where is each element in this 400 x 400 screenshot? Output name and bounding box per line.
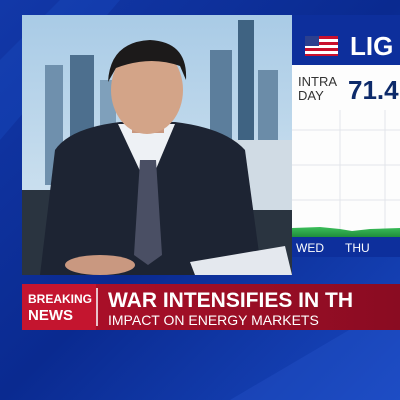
chart-grid <box>292 110 400 237</box>
day-strip <box>292 237 400 257</box>
subhead: IMPACT ON ENERGY MARKETS <box>108 312 319 328</box>
ticker-price: 71.4 <box>348 75 399 105</box>
ticker-name: LIG <box>350 31 393 61</box>
day-label: THU <box>345 241 370 255</box>
ticker-body <box>292 65 400 237</box>
video-feed <box>22 15 292 275</box>
price-area <box>292 227 400 237</box>
breaking-tag <box>22 284 96 330</box>
day-label: WED <box>296 241 324 255</box>
tag-text: NEWS <box>28 307 73 324</box>
headline: WAR INTENSIFIES IN TH <box>108 289 353 312</box>
us-flag <box>305 36 338 56</box>
ticker-label: DAY <box>298 88 324 103</box>
tag-text: BREAKING <box>28 292 92 306</box>
ticker-label: INTRA <box>298 74 337 89</box>
